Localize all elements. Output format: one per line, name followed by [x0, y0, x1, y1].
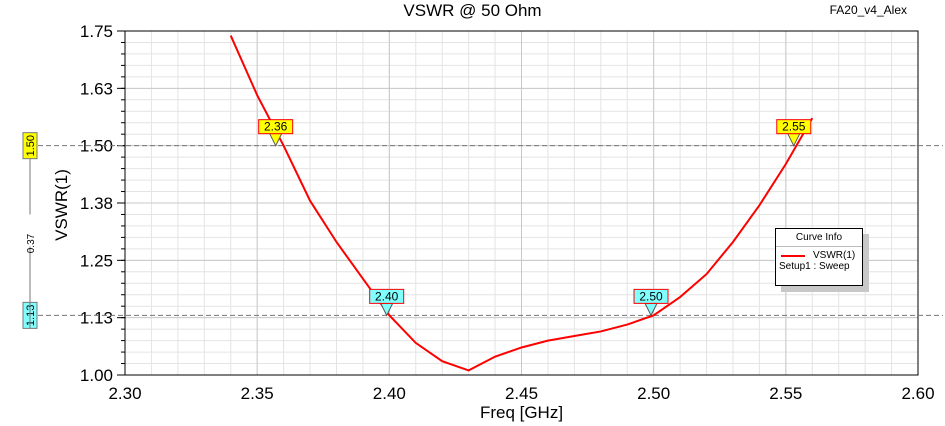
- delta-label: 0.37: [26, 233, 37, 253]
- x-tick-label: 2.45: [505, 384, 538, 403]
- marker-triangle: [379, 302, 394, 317]
- legend-line-icon: [781, 254, 805, 257]
- y-tick-label: 1.75: [80, 22, 113, 41]
- delta-bg: [24, 214, 36, 247]
- marker-label: 2.50: [639, 289, 663, 303]
- y-tick-label: 1.00: [80, 366, 113, 385]
- marker-label-box: [258, 119, 294, 135]
- legend-title: Curve Info: [776, 229, 862, 247]
- x-axis-label: Freq [GHz]: [479, 403, 564, 422]
- y-tick-label: 1.38: [80, 194, 113, 213]
- legend-subtitle: Setup1 : Sweep: [779, 261, 850, 272]
- project-label: FA20_v4_Alex: [829, 3, 907, 17]
- x-tick-label: 2.55: [769, 384, 802, 403]
- marker-label: 2.55: [782, 120, 806, 134]
- y-tick-label: 1.63: [80, 79, 113, 98]
- plot-border: [124, 30, 919, 376]
- marker-label-box: [633, 288, 669, 304]
- y-tick-label: 1.25: [80, 251, 113, 270]
- marker-label-box: [776, 119, 812, 135]
- x-tick-label: 2.40: [373, 384, 406, 403]
- legend-entry: VSWR(1): [813, 250, 856, 261]
- x-tick-label: 2.60: [901, 384, 934, 403]
- marker-label: 2.40: [375, 289, 399, 303]
- marker-label-box: [369, 288, 405, 304]
- chart-title: VSWR @ 50 Ohm: [403, 1, 542, 20]
- hline-marker-label: 1.13: [25, 305, 37, 326]
- hline-marker-label: 1.50: [25, 135, 37, 156]
- x-tick-label: 2.50: [637, 384, 670, 403]
- x-tick-label: 2.35: [241, 384, 274, 403]
- legend-box[interactable]: Curve Info VSWR(1) Setup1 : Sweep: [775, 228, 863, 286]
- x-tick-label: 2.30: [108, 384, 141, 403]
- marker-label: 2.36: [264, 120, 288, 134]
- y-tick-label: 1.13: [80, 309, 113, 328]
